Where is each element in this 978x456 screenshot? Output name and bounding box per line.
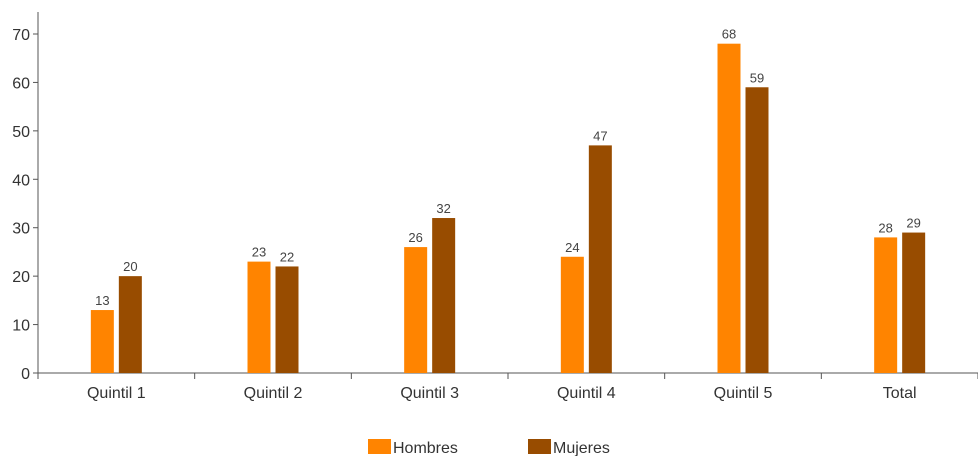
bar-hombres	[560, 256, 584, 373]
legend-label: Mujeres	[553, 440, 610, 456]
legend-swatch-mujeres	[528, 439, 551, 454]
bar-hombres	[90, 310, 114, 373]
bar-mujeres	[118, 276, 142, 373]
legend: Hombres Mujeres	[368, 439, 610, 456]
data-label: 23	[252, 245, 266, 260]
x-axis: Quintil 1 Quintil 2 Quintil 3 Quintil 4 Quin…	[37, 372, 978, 402]
y-tick-label: 50	[12, 124, 30, 141]
y-tick-label: 10	[12, 318, 30, 335]
bar-mujeres	[275, 266, 299, 373]
legend-label: Hombres	[393, 440, 458, 456]
data-label: 13	[95, 293, 109, 308]
x-category-label: Quintil 1	[87, 385, 146, 402]
data-label: 22	[280, 249, 294, 264]
x-category-label: Quintil 2	[244, 385, 303, 402]
y-tick-label: 40	[12, 172, 30, 189]
y-tick-label: 20	[12, 269, 30, 286]
data-label: 32	[436, 201, 450, 216]
y-tick-label: 30	[12, 221, 30, 238]
bar-hombres	[874, 237, 898, 373]
data-label: 29	[906, 216, 920, 231]
bars	[90, 43, 926, 374]
data-label: 68	[722, 27, 736, 42]
bar-mujeres	[745, 87, 769, 374]
data-label: 47	[593, 128, 607, 143]
y-tick-label: 60	[12, 75, 30, 92]
data-labels: 13 20 23 22 26 32 24 47 68 59 28 29	[95, 27, 921, 308]
data-label: 24	[565, 240, 579, 255]
bar-hombres	[717, 43, 741, 373]
x-category-label: Quintil 4	[557, 385, 616, 402]
y-axis: 0 10 20 30 40 50 60 70	[12, 12, 39, 383]
x-category-label: Total	[883, 385, 917, 402]
bar-hombres	[404, 247, 428, 373]
bar-mujeres	[902, 232, 926, 373]
data-label: 28	[878, 220, 892, 235]
legend-swatch-hombres	[368, 439, 391, 454]
data-label: 20	[123, 259, 137, 274]
y-tick-label: 0	[21, 366, 30, 383]
bar-mujeres	[588, 145, 612, 373]
bar-hombres	[247, 261, 271, 373]
data-label: 59	[750, 70, 764, 85]
bar-mujeres	[432, 218, 456, 373]
data-label: 26	[408, 230, 422, 245]
y-tick-label: 70	[12, 27, 30, 44]
x-category-label: Quintil 3	[400, 385, 459, 402]
x-category-label: Quintil 5	[714, 385, 773, 402]
